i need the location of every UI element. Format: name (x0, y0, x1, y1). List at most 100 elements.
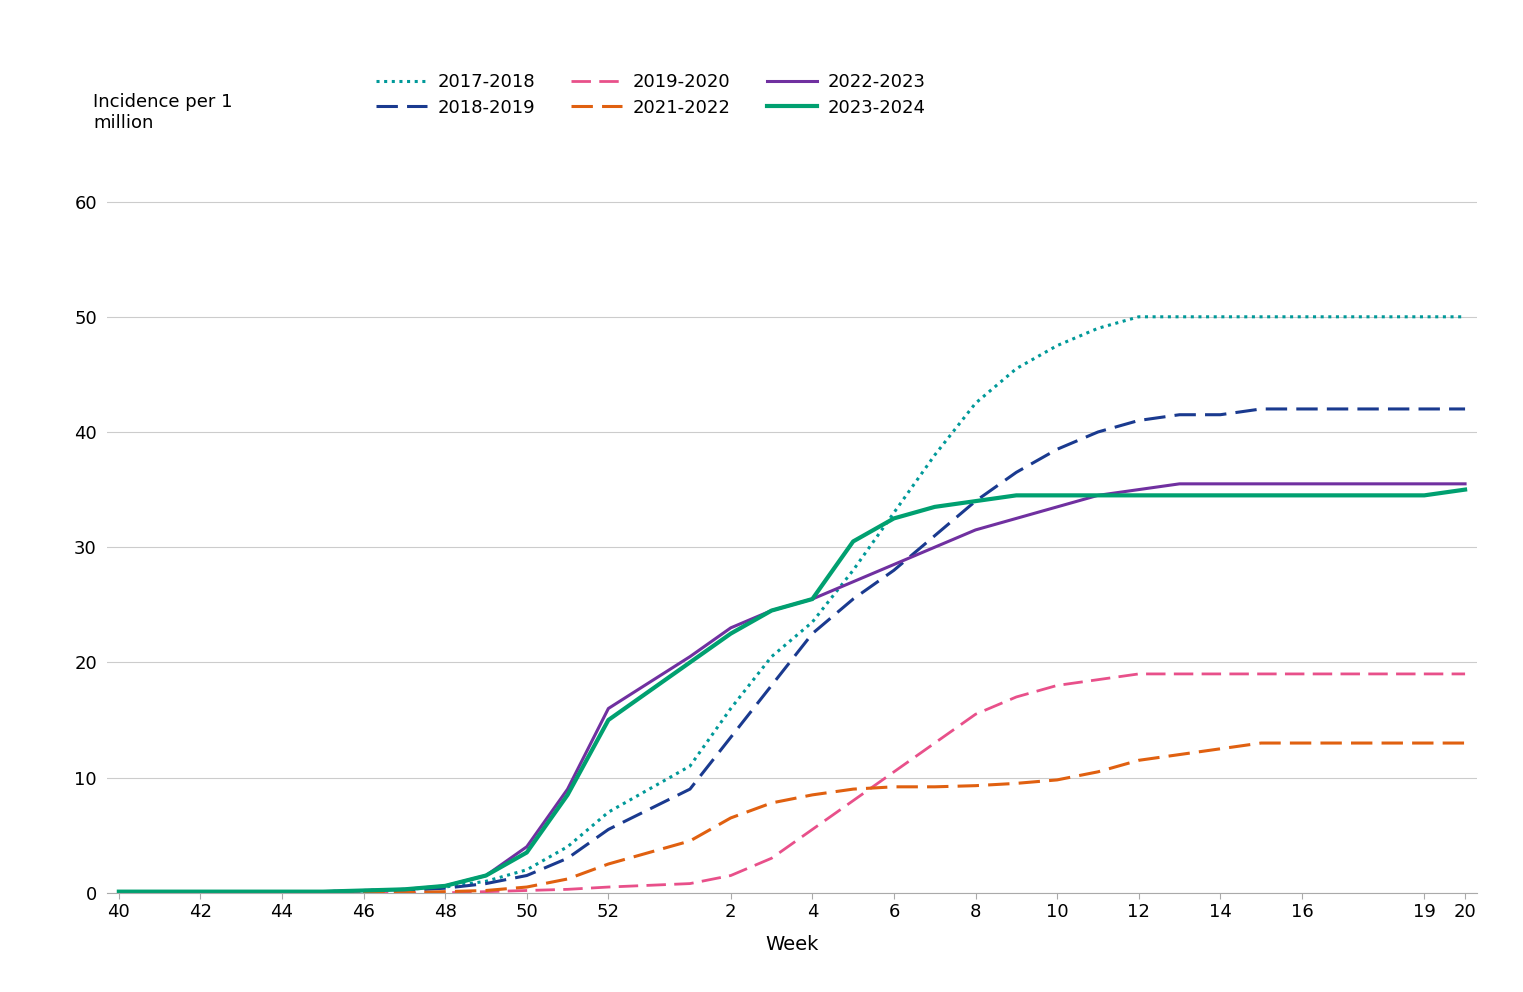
2022-2023 (1211, 478, 1229, 490)
2017-2018 (110, 886, 128, 898)
2018-2019 (231, 887, 250, 899)
2017-2018 (926, 449, 944, 461)
2021-2022 (110, 887, 128, 899)
2023-2024 (355, 885, 373, 897)
2021-2022 (1007, 778, 1025, 790)
2018-2019 (559, 852, 577, 864)
2018-2019 (110, 887, 128, 899)
2022-2023 (314, 886, 332, 898)
2018-2019 (599, 823, 617, 835)
2017-2018 (1130, 310, 1148, 322)
2023-2024 (1130, 489, 1148, 501)
2017-2018 (273, 886, 291, 898)
2022-2023 (192, 886, 210, 898)
2019-2020 (477, 886, 495, 898)
Legend: 2017-2018, 2018-2019, 2019-2020, 2021-2022, 2022-2023, 2023-2024: 2017-2018, 2018-2019, 2019-2020, 2021-20… (376, 73, 926, 116)
2018-2019 (967, 495, 985, 507)
2017-2018 (396, 884, 414, 896)
2022-2023 (1456, 478, 1474, 490)
Line: 2018-2019: 2018-2019 (119, 409, 1465, 893)
2019-2020 (967, 708, 985, 720)
2019-2020 (436, 887, 454, 899)
2017-2018 (885, 507, 903, 519)
2021-2022 (314, 887, 332, 899)
2017-2018 (355, 885, 373, 897)
2021-2022 (355, 887, 373, 899)
2019-2020 (681, 878, 699, 890)
2019-2020 (926, 737, 944, 749)
2018-2019 (1007, 466, 1025, 478)
2023-2024 (1374, 489, 1392, 501)
2018-2019 (355, 886, 373, 898)
2017-2018 (151, 886, 169, 898)
2021-2022 (1415, 737, 1433, 749)
2023-2024 (1170, 489, 1188, 501)
2023-2024 (192, 886, 210, 898)
2018-2019 (436, 882, 454, 894)
Line: 2017-2018: 2017-2018 (119, 316, 1465, 892)
2018-2019 (151, 887, 169, 899)
2019-2020 (599, 881, 617, 893)
2018-2019 (1252, 403, 1270, 415)
2022-2023 (355, 885, 373, 897)
2021-2022 (1456, 737, 1474, 749)
X-axis label: Week: Week (765, 935, 819, 954)
2023-2024 (518, 846, 536, 858)
2023-2024 (273, 886, 291, 898)
2022-2023 (231, 886, 250, 898)
2022-2023 (396, 884, 414, 896)
2023-2024 (477, 870, 495, 882)
2022-2023 (967, 524, 985, 536)
2019-2020 (1374, 668, 1392, 680)
2021-2022 (436, 886, 454, 898)
2017-2018 (599, 806, 617, 818)
2023-2024 (844, 536, 862, 548)
2018-2019 (1130, 415, 1148, 427)
2017-2018 (192, 886, 210, 898)
2023-2024 (926, 501, 944, 513)
2018-2019 (1334, 403, 1352, 415)
2019-2020 (396, 887, 414, 899)
2017-2018 (1374, 310, 1392, 322)
2022-2023 (436, 880, 454, 892)
2019-2020 (1089, 674, 1107, 685)
2018-2019 (518, 870, 536, 882)
2017-2018 (967, 397, 985, 409)
2021-2022 (1293, 737, 1311, 749)
2023-2024 (885, 513, 903, 525)
2021-2022 (231, 887, 250, 899)
Line: 2023-2024: 2023-2024 (119, 490, 1465, 892)
2021-2022 (192, 887, 210, 899)
2019-2020 (1170, 668, 1188, 680)
2018-2019 (1089, 426, 1107, 437)
2019-2020 (1252, 668, 1270, 680)
2018-2019 (1456, 403, 1474, 415)
2023-2024 (1415, 489, 1433, 501)
2019-2020 (518, 885, 536, 897)
2018-2019 (1374, 403, 1392, 415)
2021-2022 (151, 887, 169, 899)
2021-2022 (803, 789, 821, 801)
2022-2023 (599, 702, 617, 714)
2022-2023 (110, 886, 128, 898)
2018-2019 (396, 885, 414, 897)
2022-2023 (477, 870, 495, 882)
2017-2018 (1007, 363, 1025, 375)
2021-2022 (1170, 749, 1188, 761)
2018-2019 (722, 731, 740, 743)
2019-2020 (355, 887, 373, 899)
2018-2019 (1170, 409, 1188, 421)
2018-2019 (1293, 403, 1311, 415)
2019-2020 (844, 795, 862, 806)
2018-2019 (477, 878, 495, 890)
2022-2023 (518, 841, 536, 853)
2022-2023 (681, 651, 699, 663)
2021-2022 (885, 781, 903, 793)
2021-2022 (477, 885, 495, 897)
2017-2018 (436, 881, 454, 893)
2021-2022 (559, 873, 577, 885)
2017-2018 (1048, 339, 1066, 351)
2019-2020 (1334, 668, 1352, 680)
2021-2022 (926, 781, 944, 793)
2022-2023 (763, 604, 781, 616)
